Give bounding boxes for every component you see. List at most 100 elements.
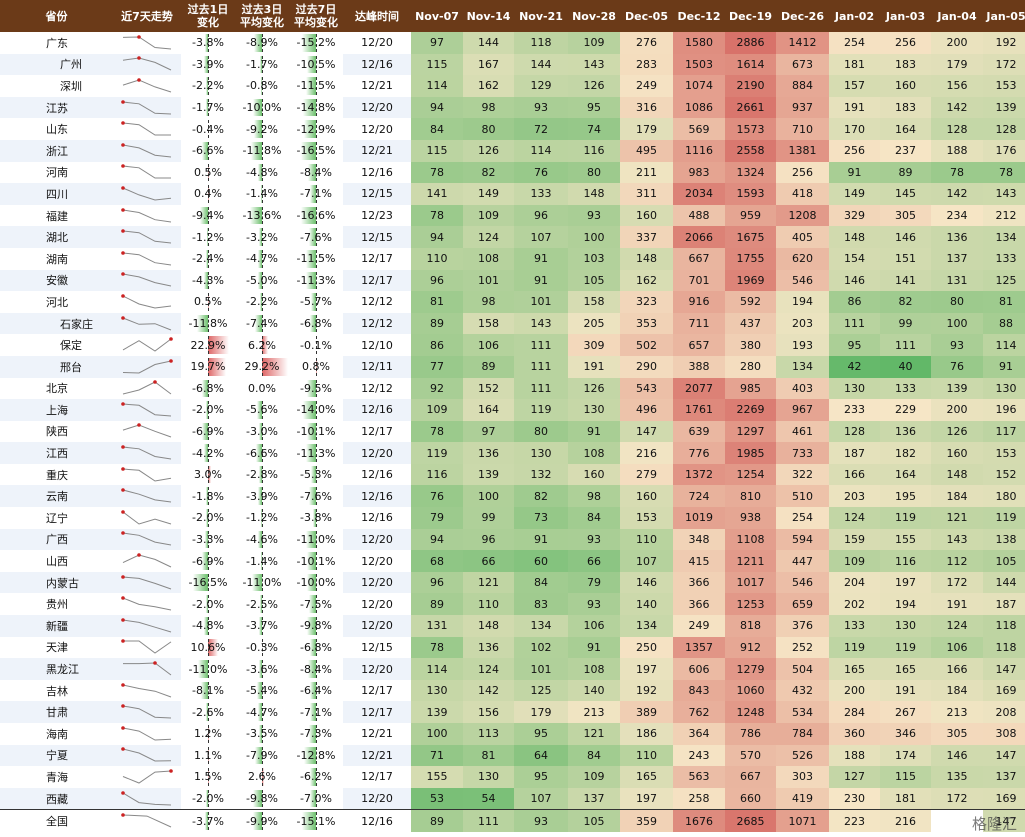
chg1-cell: -2.0% bbox=[181, 593, 235, 615]
chg1-bar bbox=[198, 660, 208, 678]
heatmap-cell: 283 bbox=[620, 53, 673, 76]
header-date: Jan-04 bbox=[931, 0, 983, 32]
heatmap-cell: 148 bbox=[463, 615, 514, 637]
heatmap-cell: 164 bbox=[463, 399, 514, 421]
chg3-cell: -5.4% bbox=[235, 680, 289, 702]
chg7-value: -9.8% bbox=[300, 619, 332, 633]
chg7-axis bbox=[316, 141, 317, 160]
heatmap-cell: 126 bbox=[463, 139, 514, 162]
chg1-cell: -2.6% bbox=[181, 701, 235, 723]
sparkline-peak-dot bbox=[121, 272, 125, 277]
heatmap-cell: 146 bbox=[829, 269, 880, 292]
sparkline-line bbox=[122, 705, 172, 719]
heatmap-cell: 216 bbox=[880, 809, 931, 832]
sparkline-line bbox=[122, 446, 172, 460]
heatmap-cell: 148 bbox=[568, 183, 620, 205]
heatmap-cell: 176 bbox=[983, 139, 1025, 162]
heatmap-cell: 818 bbox=[725, 615, 776, 637]
heatmap-cell: 197 bbox=[620, 787, 673, 810]
chg1-bar bbox=[204, 271, 208, 290]
heatmap-cell: 91 bbox=[829, 161, 880, 184]
sparkline-line bbox=[122, 317, 172, 330]
table-row: 江苏 -1.7% -10.0% -14.8% 12/20 94 98 93 95 316 1086 2… bbox=[0, 96, 1025, 119]
chg3-cell: -3.7% bbox=[235, 615, 289, 637]
heatmap-cell: 86 bbox=[829, 291, 880, 313]
heatmap-cell: 639 bbox=[673, 420, 725, 443]
heatmap-cell: 68 bbox=[411, 550, 463, 572]
chg7-bar bbox=[309, 703, 316, 721]
chg3-cell: -9.8% bbox=[235, 788, 289, 810]
heatmap-cell: 2661 bbox=[725, 96, 776, 119]
heatmap-cell: 95 bbox=[568, 96, 620, 119]
heatmap-cell: 762 bbox=[673, 701, 725, 723]
chg7-cell: -10.1% bbox=[289, 550, 343, 572]
province-name: 黑龙江 bbox=[0, 658, 113, 680]
heatmap-cell: 80 bbox=[463, 118, 514, 140]
heatmap-cell: 94 bbox=[411, 96, 463, 119]
chg7-bar bbox=[304, 746, 316, 765]
heatmap-cell: 111 bbox=[463, 809, 514, 832]
sparkline-line bbox=[122, 36, 172, 50]
chg3-bar bbox=[253, 120, 262, 138]
heatmap-cell: 164 bbox=[880, 118, 931, 140]
sparkline-peak-dot bbox=[169, 358, 173, 363]
chg3-bar bbox=[254, 746, 262, 765]
heatmap-cell: 136 bbox=[463, 442, 514, 464]
trend-sparkline bbox=[121, 488, 172, 503]
chg1-cell: -16.5% bbox=[181, 572, 235, 594]
heatmap-cell: 165 bbox=[880, 658, 931, 680]
peak-date: 12/15 bbox=[361, 640, 393, 654]
heatmap-cell: 1211 bbox=[725, 550, 776, 572]
chg1-bar bbox=[208, 465, 211, 484]
chg1-axis bbox=[208, 271, 209, 290]
trend-cell bbox=[113, 744, 181, 767]
chg3-bar bbox=[262, 357, 289, 376]
heatmap-cell: 152 bbox=[463, 377, 514, 400]
chg7-value: -6.8% bbox=[300, 640, 332, 654]
heatmap-cell: 117 bbox=[983, 420, 1025, 443]
sparkline-peak-dot bbox=[169, 337, 173, 341]
chg7-axis bbox=[316, 271, 317, 290]
chg3-axis bbox=[262, 293, 263, 311]
heatmap-cell: 181 bbox=[829, 53, 880, 76]
heatmap-cell: 196 bbox=[983, 399, 1025, 421]
sparkline-peak-dot bbox=[121, 99, 125, 104]
chg1-cell: 19.7% bbox=[181, 356, 235, 378]
heatmap-cell: 432 bbox=[776, 679, 829, 702]
chg7-cell: -7.1% bbox=[289, 701, 343, 723]
heatmap-cell: 205 bbox=[568, 312, 620, 335]
heatmap-cell: 237 bbox=[880, 139, 931, 162]
chg1-bar bbox=[202, 141, 208, 160]
chg7-value: -10.1% bbox=[296, 554, 336, 568]
chg3-bar bbox=[259, 595, 262, 614]
table-row: 云南 -1.8% -3.9% -7.6% 12/16 76 100 82 98 160 724 810… bbox=[0, 485, 1025, 508]
trend-sparkline bbox=[121, 704, 172, 719]
heatmap-cell: 1755 bbox=[725, 247, 776, 270]
heatmap-cell: 84 bbox=[568, 507, 620, 529]
heatmap-cell: 311 bbox=[620, 183, 673, 205]
table-row: 河北 0.5% -2.2% -5.7% 12/12 81 98 101 158 323 916 592… bbox=[0, 291, 1025, 313]
heatmap-cell: 187 bbox=[983, 593, 1025, 616]
chg7-cell: -15.2% bbox=[289, 32, 343, 54]
heatmap-cell: 109 bbox=[463, 204, 514, 227]
chg1-bar bbox=[205, 703, 208, 721]
trend-sparkline bbox=[121, 725, 172, 741]
chg7-bar bbox=[310, 768, 316, 786]
heatmap-cell: 230 bbox=[829, 787, 880, 810]
heatmap-cell: 1017 bbox=[725, 571, 776, 594]
heatmap-cell: 82 bbox=[880, 291, 931, 313]
heatmap-cell: 1985 bbox=[725, 442, 776, 464]
chg7-value: -10.5% bbox=[296, 57, 336, 71]
chg1-cell: -4.2% bbox=[181, 442, 235, 464]
trend-sparkline bbox=[121, 813, 172, 828]
chg7-value: -16.6% bbox=[296, 209, 336, 223]
trend-cell bbox=[113, 205, 181, 227]
chg3-cell: -2.8% bbox=[235, 464, 289, 486]
heatmap-cell: 95 bbox=[829, 334, 880, 356]
chg7-bar bbox=[309, 228, 316, 246]
chg3-bar bbox=[257, 249, 262, 268]
heatmap-cell: 316 bbox=[620, 96, 673, 119]
heatmap-cell: 488 bbox=[673, 204, 725, 227]
heatmap-cell: 160 bbox=[931, 442, 983, 464]
chg7-axis bbox=[316, 530, 317, 549]
